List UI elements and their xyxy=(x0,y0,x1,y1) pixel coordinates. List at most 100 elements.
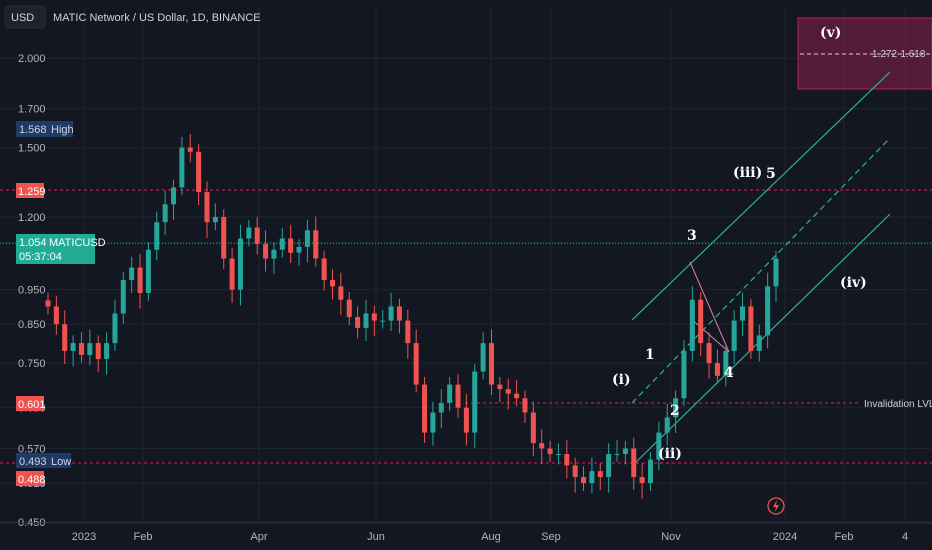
candle-body[interactable] xyxy=(438,402,444,413)
candle-body[interactable] xyxy=(229,258,235,290)
candle-body[interactable] xyxy=(380,320,386,322)
candle-body[interactable] xyxy=(204,192,210,223)
candle-body[interactable] xyxy=(405,320,411,344)
candle-body[interactable] xyxy=(447,384,453,403)
candle-body[interactable] xyxy=(196,151,202,193)
candle-body[interactable] xyxy=(748,306,754,351)
candle-body[interactable] xyxy=(329,279,336,287)
candle-body[interactable] xyxy=(631,448,637,478)
candle-body[interactable] xyxy=(647,459,653,484)
candle-body[interactable] xyxy=(480,343,486,372)
svg-text:Low: Low xyxy=(51,456,71,468)
candle-body[interactable] xyxy=(430,412,436,433)
candle-body[interactable] xyxy=(488,343,495,385)
candle-body[interactable] xyxy=(388,306,394,321)
candle-body[interactable] xyxy=(505,389,511,394)
candle-body[interactable] xyxy=(129,267,135,280)
candle-body[interactable] xyxy=(689,299,695,351)
candle-body[interactable] xyxy=(162,204,168,223)
candle-body[interactable] xyxy=(706,343,712,364)
candle-body[interactable] xyxy=(714,363,720,376)
candle-body[interactable] xyxy=(371,313,377,321)
lightning-icon[interactable] xyxy=(767,497,785,515)
candle-body[interactable] xyxy=(572,465,578,478)
candle-body[interactable] xyxy=(422,384,428,433)
candle-body[interactable] xyxy=(530,412,536,444)
candle-body[interactable] xyxy=(622,448,628,454)
candle-body[interactable] xyxy=(472,371,478,433)
candle-body[interactable] xyxy=(313,230,319,259)
candle-body[interactable] xyxy=(271,249,277,259)
svg-text:0.493: 0.493 xyxy=(19,456,47,468)
candle-body[interactable] xyxy=(304,230,310,247)
candle-body[interactable] xyxy=(321,258,327,280)
wave-label-1: 1 xyxy=(645,347,655,363)
candle-body[interactable] xyxy=(95,343,101,360)
candle-body[interactable] xyxy=(514,393,520,399)
candle-body[interactable] xyxy=(723,350,729,376)
candle-body[interactable] xyxy=(740,306,746,321)
candle-body[interactable] xyxy=(664,417,670,433)
candle-body[interactable] xyxy=(120,279,126,314)
candle-body[interactable] xyxy=(171,187,177,205)
candle-body[interactable] xyxy=(237,238,243,290)
candle-body[interactable] xyxy=(589,471,595,484)
candle-body[interactable] xyxy=(396,306,402,321)
candle-body[interactable] xyxy=(179,147,185,188)
candle-body[interactable] xyxy=(221,216,227,259)
candle-body[interactable] xyxy=(606,453,612,478)
candle-body[interactable] xyxy=(70,343,76,351)
wave-label-4: 4 xyxy=(724,365,734,381)
candle-body[interactable] xyxy=(355,316,361,328)
candle-body[interactable] xyxy=(463,407,469,433)
candle-body[interactable] xyxy=(581,477,587,484)
candle-body[interactable] xyxy=(773,258,779,287)
candle-body[interactable] xyxy=(346,299,352,317)
target-zone[interactable]: 1.272-1.618 (v) xyxy=(797,17,932,90)
candle-body[interactable] xyxy=(87,343,93,355)
svg-text:High: High xyxy=(51,124,74,136)
candle-body[interactable] xyxy=(45,300,51,307)
candle-body[interactable] xyxy=(137,267,143,293)
candle-body[interactable] xyxy=(555,453,561,455)
candle-body[interactable] xyxy=(187,147,193,152)
candle-body[interactable] xyxy=(765,286,771,336)
candlestick-series[interactable] xyxy=(45,133,779,499)
candle-body[interactable] xyxy=(212,216,218,223)
candle-body[interactable] xyxy=(614,453,620,455)
time-axis[interactable]: 2023 Feb Apr Jun Aug Sep Nov 2024 Feb 4 xyxy=(72,531,908,543)
candle-body[interactable] xyxy=(62,324,68,351)
candle-body[interactable] xyxy=(547,448,553,454)
candle-body[interactable] xyxy=(522,398,528,413)
candle-body[interactable] xyxy=(254,227,260,245)
candle-body[interactable] xyxy=(698,299,704,344)
candle-body[interactable] xyxy=(455,384,461,408)
candle-body[interactable] xyxy=(639,477,645,484)
candle-body[interactable] xyxy=(731,320,737,351)
candle-body[interactable] xyxy=(279,238,285,250)
currency-button[interactable] xyxy=(4,5,46,29)
candle-body[interactable] xyxy=(53,306,59,325)
candle-body[interactable] xyxy=(756,335,762,351)
candle-body[interactable] xyxy=(288,238,294,253)
candle-body[interactable] xyxy=(112,313,118,344)
y-tick-label: 1.200 xyxy=(18,212,46,224)
candle-body[interactable] xyxy=(497,384,503,390)
candle-body[interactable] xyxy=(681,350,687,399)
candle-body[interactable] xyxy=(246,227,252,239)
candle-body[interactable] xyxy=(539,443,545,449)
candle-body[interactable] xyxy=(104,343,110,360)
candle-body[interactable] xyxy=(673,398,679,418)
candle-body[interactable] xyxy=(78,343,84,355)
candle-body[interactable] xyxy=(597,471,603,478)
candle-body[interactable] xyxy=(154,222,160,250)
candle-body[interactable] xyxy=(413,343,419,385)
candle-body[interactable] xyxy=(263,244,269,259)
candle-body[interactable] xyxy=(338,286,344,300)
candle-body[interactable] xyxy=(296,246,302,253)
candle-body[interactable] xyxy=(145,249,151,293)
candle-body[interactable] xyxy=(363,313,369,328)
candle-body[interactable] xyxy=(564,453,570,466)
candle-body[interactable] xyxy=(656,432,662,460)
